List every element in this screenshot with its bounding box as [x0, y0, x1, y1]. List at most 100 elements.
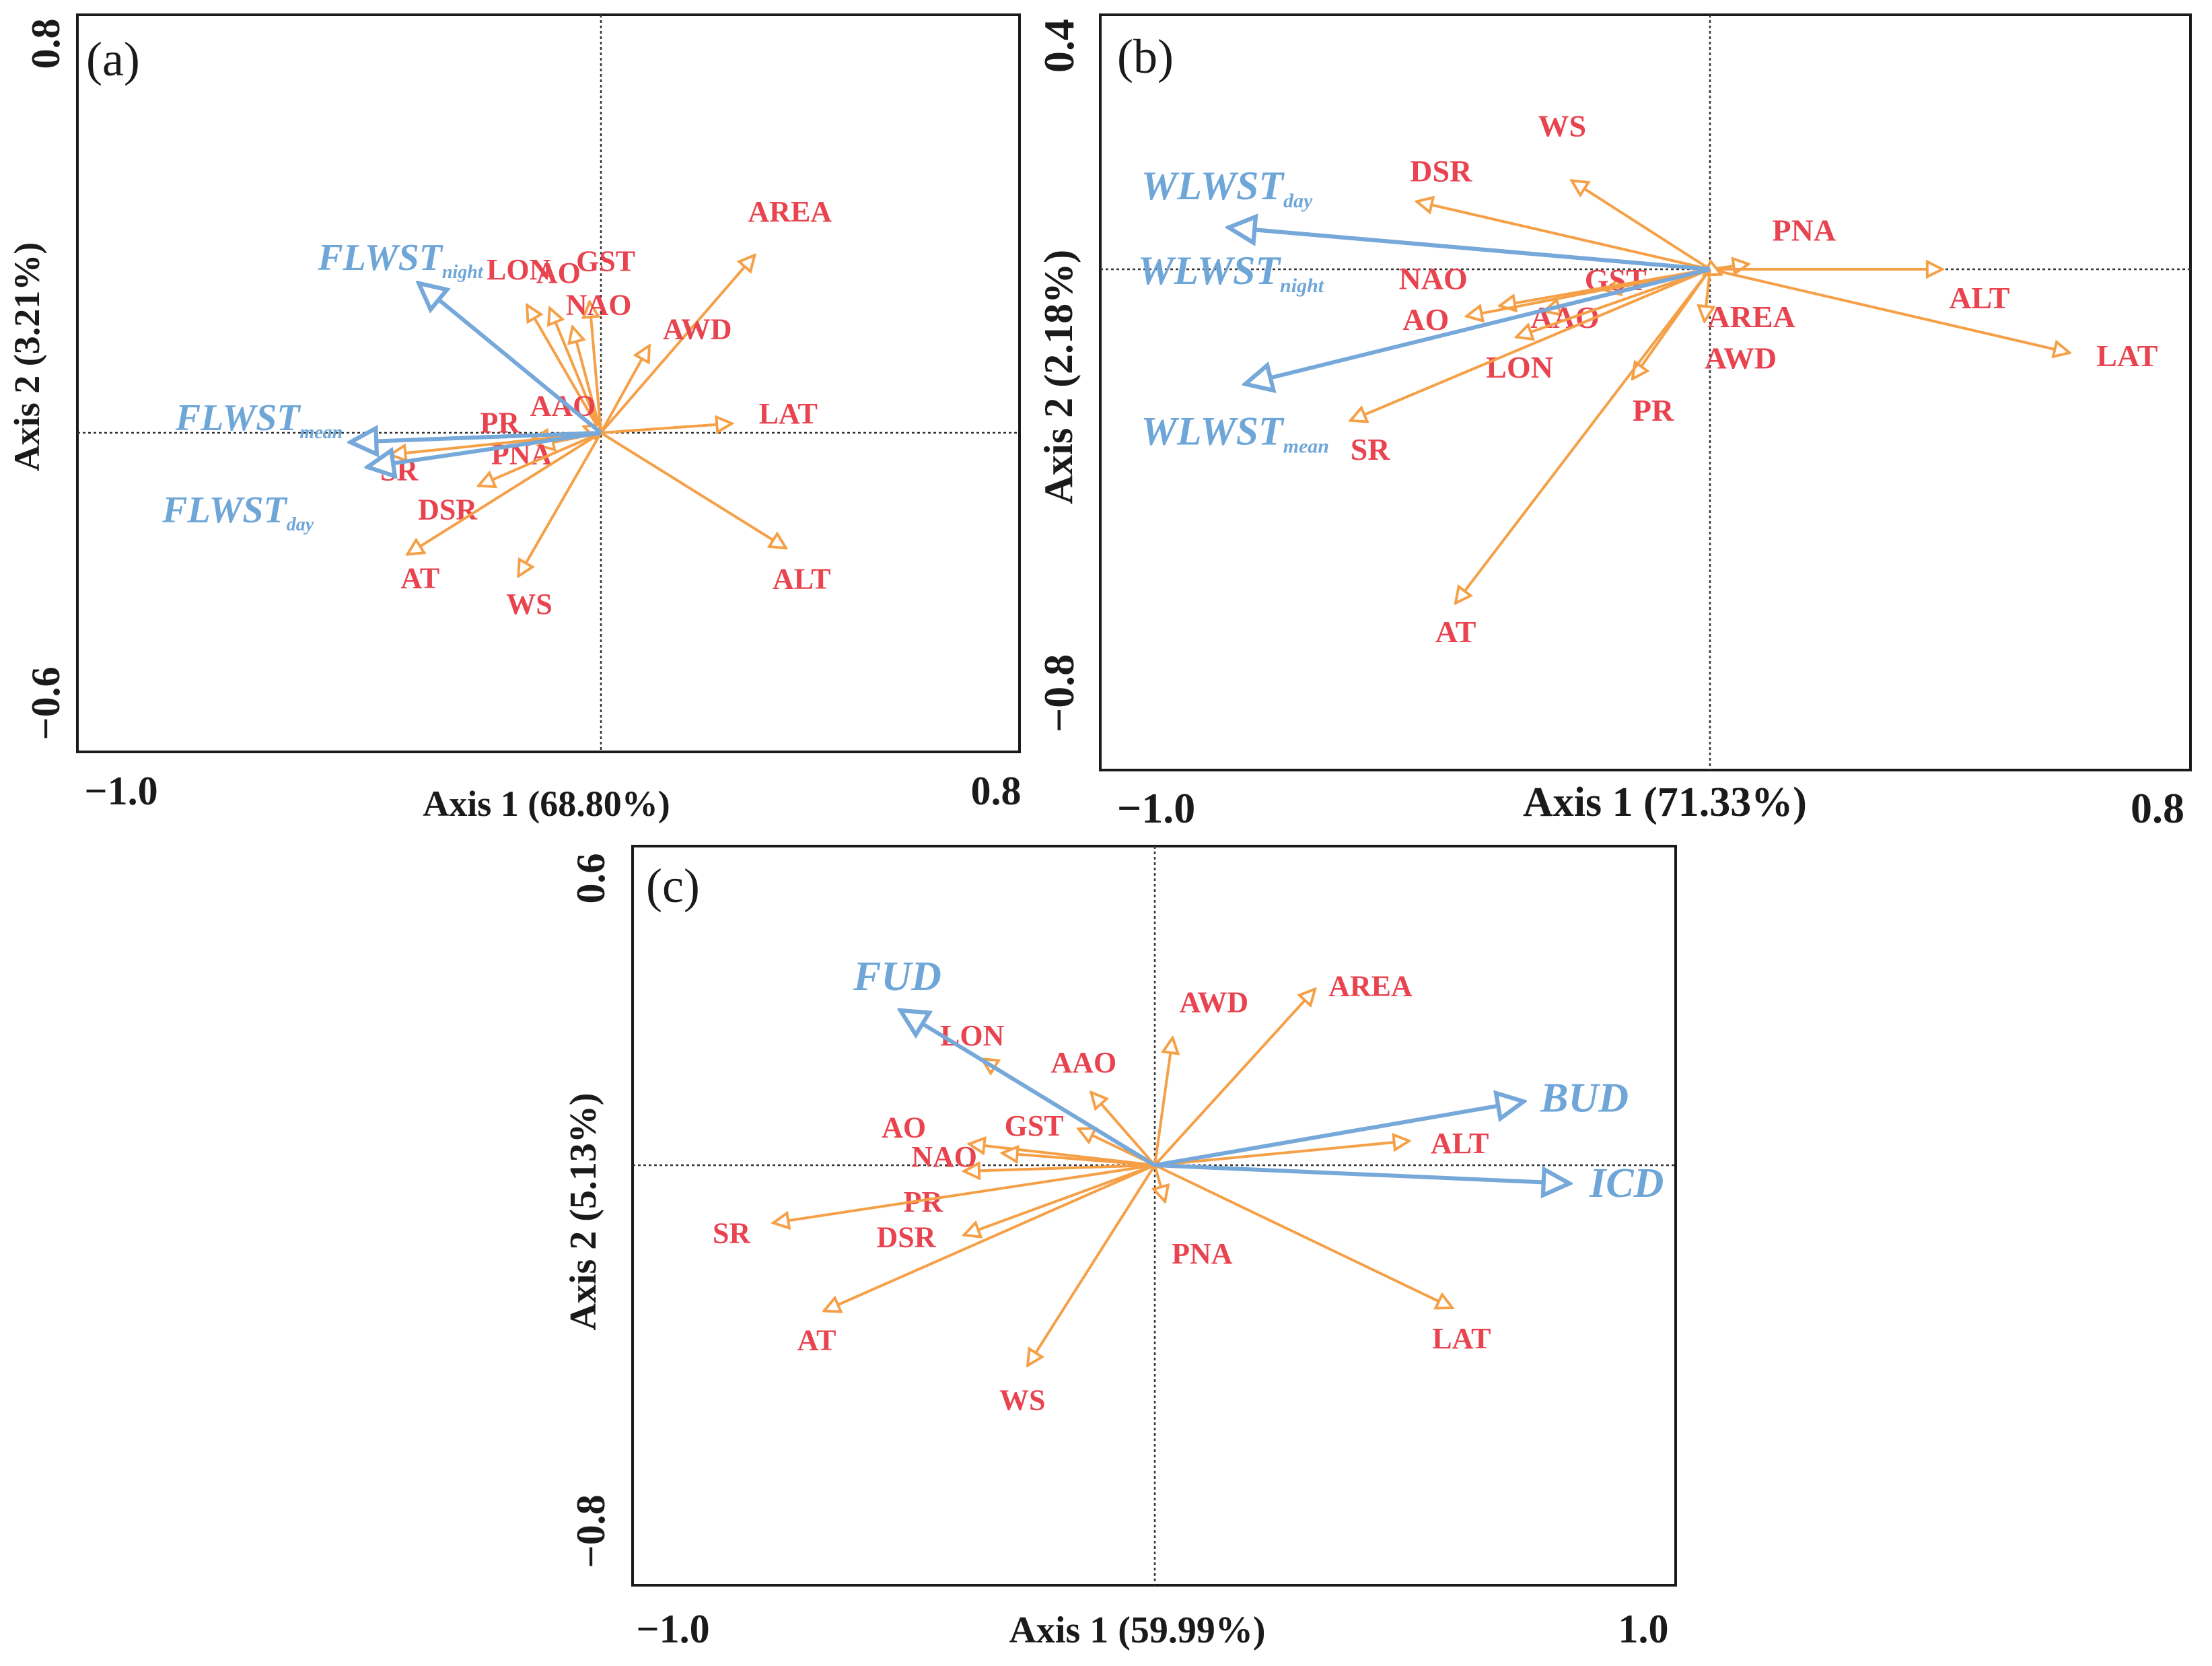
- panel-b-ytick-max: 0.4: [1035, 19, 1083, 73]
- panel-a-response-label-flwst-day: FLWSTday: [162, 489, 314, 535]
- panel-b-label-at: AT: [1435, 615, 1476, 649]
- response-subscript: mean: [299, 422, 343, 443]
- panel-a-vector-lat: [600, 423, 732, 434]
- panel-a-label-lon: LON: [487, 253, 551, 286]
- panel-c-vector-pr: [964, 1165, 1155, 1171]
- panel-c-ylabel: Axis 2 (5.13%): [563, 1092, 604, 1330]
- panel-b-frame: [1099, 13, 2192, 771]
- panel-c-xtick-max: 1.0: [1618, 1607, 1669, 1651]
- panel-a-ytick-max: 0.8: [24, 19, 68, 69]
- panel-c-label-aao: AAO: [1051, 1046, 1117, 1079]
- panel-c-vector-aao: [1092, 1092, 1156, 1167]
- panel-b: (b) −1.0 0.8 0.4 −0.8 Axis 1 (71.33%) Ax…: [1035, 13, 2192, 832]
- panel-b-label-nao: NAO: [1399, 261, 1468, 296]
- panel-c-vector-awd: [1153, 1038, 1173, 1166]
- panel-b-response-label-wlwst-day: WLWSTday: [1141, 164, 1313, 212]
- panel-c-xlabel: Axis 1 (59.99%): [1009, 1609, 1265, 1651]
- panel-a-vector-lon: [527, 305, 602, 434]
- panel-b-response-vector-wlwst-mean: [1246, 267, 1711, 384]
- panel-b-label-lat: LAT: [2096, 339, 2157, 373]
- panel-a-ylabel: Axis 2 (3.21%): [7, 242, 47, 471]
- panel-a-vector-awd: [600, 345, 649, 433]
- panel-a-label-pr: PR: [480, 406, 521, 439]
- panel-b-label-ao: AO: [1402, 302, 1449, 337]
- response-subscript: night: [1280, 275, 1325, 297]
- panel-c-ytick-min: −0.8: [569, 1494, 613, 1568]
- response-name: FLWST: [317, 237, 443, 279]
- panel-c: (c) −1.0 1.0 0.6 −0.8 Axis 1 (59.99%) Ax…: [563, 845, 1677, 1651]
- panel-b-label-awd: AWD: [1705, 341, 1777, 376]
- response-name: ICD: [1589, 1160, 1664, 1206]
- panel-a-label-ws: WS: [506, 588, 552, 621]
- panel-b-label-sr: SR: [1351, 432, 1391, 466]
- response-name: FLWST: [162, 489, 288, 531]
- panel-a-vector-ao: [550, 308, 602, 433]
- panel-c-label-gst: GST: [1005, 1109, 1064, 1142]
- panel-a: (a) −1.0 0.8 0.8 −0.6 Axis 1 (68.80%) Ax…: [7, 13, 1022, 824]
- panel-b-ytick-min: −0.8: [1035, 654, 1083, 732]
- response-name: FUD: [853, 954, 941, 1000]
- panel-b-vector-at: [1456, 268, 1711, 603]
- panel-a-frame: [76, 13, 1021, 753]
- panel-a-response-vector-flwst-day: [367, 431, 602, 467]
- panel-a-ytick-min: −0.6: [24, 666, 68, 740]
- panel-a-label-at: AT: [400, 562, 439, 595]
- panel-c-label-sr: SR: [713, 1217, 751, 1250]
- panel-a-vector-nao: [573, 327, 602, 433]
- panel-b-label-pr: PR: [1633, 393, 1674, 427]
- panel-c-label-lon: LON: [940, 1019, 1005, 1052]
- panel-a-xlabel: Axis 1 (68.80%): [423, 784, 670, 824]
- panel-a-vector-area: [600, 255, 754, 434]
- response-name: WLWST: [1141, 409, 1285, 454]
- panel-c-label-dsr: DSR: [877, 1221, 937, 1254]
- response-name: WLWST: [1138, 248, 1281, 293]
- panel-b-ylabel: Axis 2 (2.18%): [1036, 250, 1081, 504]
- response-subscript: day: [287, 514, 314, 535]
- panel-c-label-ws: WS: [999, 1384, 1045, 1417]
- response-subscript: mean: [1283, 436, 1329, 458]
- panel-c-xtick-min: −1.0: [636, 1607, 709, 1651]
- panel-c-vector-nao: [1002, 1153, 1155, 1167]
- panel-c-vector-ws: [1028, 1164, 1156, 1366]
- panel-a-xtick-max: 0.8: [971, 769, 1022, 813]
- panel-b-label-dsr: DSR: [1410, 153, 1472, 188]
- panel-b-vector-lon: [1516, 268, 1711, 337]
- panel-b-response-label-wlwst-night: WLWSTnight: [1138, 248, 1325, 297]
- panel-b-label-alt: ALT: [1949, 281, 2009, 315]
- panel-c-label-pna: PNA: [1172, 1237, 1233, 1270]
- panel-c-frame: [631, 845, 1677, 1587]
- panel-a-label-nao: NAO: [566, 289, 632, 322]
- panel-c-vector-pna: [1155, 1165, 1165, 1202]
- panel-a-vector-dsr: [478, 431, 602, 486]
- panel-c-label-ao: AO: [882, 1111, 926, 1144]
- panel-b-vector-dsr: [1417, 201, 1711, 271]
- panel-c-vector-at: [824, 1164, 1155, 1311]
- panel-c-vector-sr: [773, 1164, 1155, 1223]
- panel-b-vector-awd: [1705, 269, 1710, 322]
- panel-b-vector-sr: [1351, 268, 1711, 421]
- response-name: BUD: [1540, 1075, 1629, 1121]
- panel-b-xlabel: Axis 1 (71.33%): [1523, 779, 1807, 825]
- panel-a-vector-gst: [590, 302, 602, 433]
- panel-a-response-label-flwst-night: FLWSTnight: [317, 237, 484, 283]
- panel-c-vector-area: [1153, 989, 1315, 1167]
- panel-c-vector-alt: [1154, 1141, 1409, 1167]
- panel-b-label: (b): [1117, 30, 1174, 83]
- panel-c-label: (c): [646, 859, 700, 913]
- panel-a-label-ao: AO: [536, 256, 581, 289]
- panel-a-vector-ws: [518, 432, 602, 576]
- panel-c-response-vector-icd: [1154, 1163, 1569, 1183]
- panel-a-label-gst: GST: [576, 245, 635, 278]
- panel-a-vector-alt: [600, 431, 786, 548]
- panel-a-label-lat: LAT: [759, 397, 818, 430]
- panel-a-response-vector-flwst-mean: [351, 433, 602, 442]
- response-name: FLWST: [175, 397, 301, 439]
- panel-a-label-awd: AWD: [663, 312, 732, 345]
- panel-a-label: (a): [86, 32, 140, 86]
- panel-b-xtick-max: 0.8: [2131, 784, 2184, 832]
- panel-a-response-label-flwst-mean: FLWSTmean: [175, 397, 343, 443]
- panel-c-response-label-bud: BUD: [1540, 1075, 1629, 1121]
